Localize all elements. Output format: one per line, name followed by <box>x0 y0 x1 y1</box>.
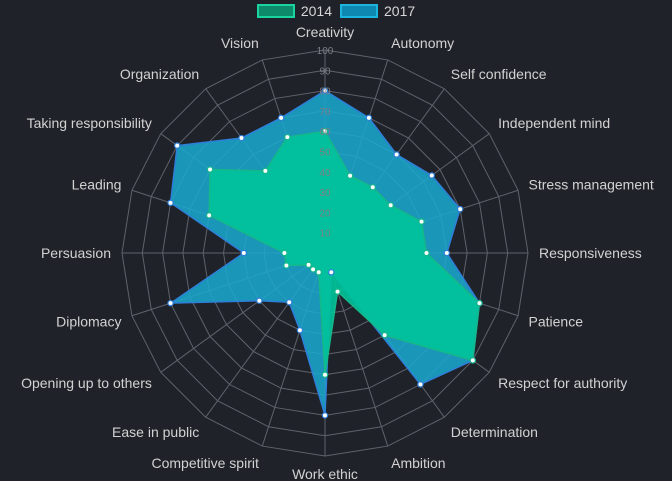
data-point-2014[interactable] <box>321 371 329 378</box>
legend-item-2017[interactable]: 2017 <box>340 3 415 19</box>
axis-label: Independent mind <box>498 115 610 131</box>
data-point-2014[interactable] <box>205 212 213 219</box>
legend-label-2014: 2014 <box>300 3 332 19</box>
data-point-2014[interactable] <box>381 331 388 339</box>
axis-label: Leading <box>72 177 122 193</box>
data-point-2017[interactable] <box>167 299 174 307</box>
legend-swatch-2017 <box>340 4 378 18</box>
data-point-2017[interactable] <box>286 299 293 306</box>
axis-label: Opening up to others <box>21 375 152 391</box>
legend-item-2014[interactable]: 2014 <box>256 3 332 19</box>
legend-label-2017: 2017 <box>384 3 416 19</box>
axis-label: Diplomacy <box>56 313 121 329</box>
axis-label: Respect for authority <box>498 375 627 391</box>
axis-label: Self confidence <box>451 66 547 82</box>
data-point-2014[interactable] <box>283 262 290 269</box>
axis-label: Autonomy <box>391 35 454 51</box>
legend-swatch-2014 <box>256 4 295 18</box>
axis-label: Organization <box>120 66 199 82</box>
radar-series <box>167 87 483 419</box>
axis-label: Ambition <box>391 455 445 471</box>
tick-label: 100 <box>317 46 334 57</box>
data-point-2017[interactable] <box>296 327 304 334</box>
data-point-2014[interactable] <box>309 266 317 273</box>
data-point-2017[interactable] <box>256 297 263 304</box>
data-point-2014[interactable] <box>305 261 312 269</box>
tick-label: 50 <box>319 148 331 159</box>
data-point-2014[interactable] <box>423 249 430 257</box>
data-point-2014[interactable] <box>315 269 322 276</box>
data-point-2014[interactable] <box>369 184 376 191</box>
axis-label: Patience <box>529 313 584 329</box>
data-point-2017[interactable] <box>393 151 400 158</box>
data-point-2014[interactable] <box>284 133 291 141</box>
axis-label: Taking responsibility <box>27 115 152 131</box>
tick-label: 30 <box>319 188 331 199</box>
data-point-2017[interactable] <box>443 249 450 257</box>
data-point-2017[interactable] <box>328 269 335 276</box>
data-point-2014[interactable] <box>476 299 483 307</box>
data-point-2014[interactable] <box>387 202 394 209</box>
data-point-2017[interactable] <box>321 412 329 419</box>
data-point-2017[interactable] <box>321 87 329 94</box>
data-point-2017[interactable] <box>238 134 245 142</box>
data-point-2014[interactable] <box>418 218 425 225</box>
data-point-2014[interactable] <box>334 288 341 295</box>
tick-label: 90 <box>319 66 331 77</box>
axis-label: Ease in public <box>112 424 199 440</box>
data-point-2017[interactable] <box>365 114 373 122</box>
tick-label: 10 <box>319 229 331 240</box>
data-point-2017[interactable] <box>167 199 174 207</box>
data-point-2014[interactable] <box>321 127 329 135</box>
data-point-2017[interactable] <box>240 249 247 257</box>
axis-label: Vision <box>221 35 259 51</box>
tick-label: 70 <box>319 107 331 118</box>
axis-label: Responsiveness <box>539 245 642 261</box>
data-point-2014[interactable] <box>262 167 269 175</box>
data-point-2017[interactable] <box>417 381 424 388</box>
axis-label: Determination <box>451 424 538 440</box>
radar-axis-labels: Creativity Autonomy Self confidence Indepen… <box>21 24 654 481</box>
data-point-2017[interactable] <box>277 114 285 122</box>
tick-label: 40 <box>319 168 331 179</box>
chart-legend: 2014 2017 <box>0 3 672 19</box>
radar-ticks: 10 20 30 40 50 60 70 80 90 100 <box>317 46 334 240</box>
axis-label: Persuasion <box>41 245 111 261</box>
data-point-2014[interactable] <box>469 357 477 364</box>
tick-label: 80 <box>319 87 331 98</box>
data-point-2017[interactable] <box>456 205 464 213</box>
axis-label: Stress management <box>529 177 654 193</box>
tick-label: 60 <box>319 127 331 138</box>
axis-label: Creativity <box>296 24 354 40</box>
data-point-2014[interactable] <box>206 166 214 173</box>
axis-label: Competitive spirit <box>151 455 258 471</box>
data-point-2014[interactable] <box>281 249 288 257</box>
tick-label: 20 <box>319 208 331 219</box>
data-point-2014[interactable] <box>346 172 354 179</box>
data-point-2017[interactable] <box>428 172 435 179</box>
data-point-2017[interactable] <box>173 142 181 149</box>
axis-label: Work ethic <box>292 466 358 481</box>
